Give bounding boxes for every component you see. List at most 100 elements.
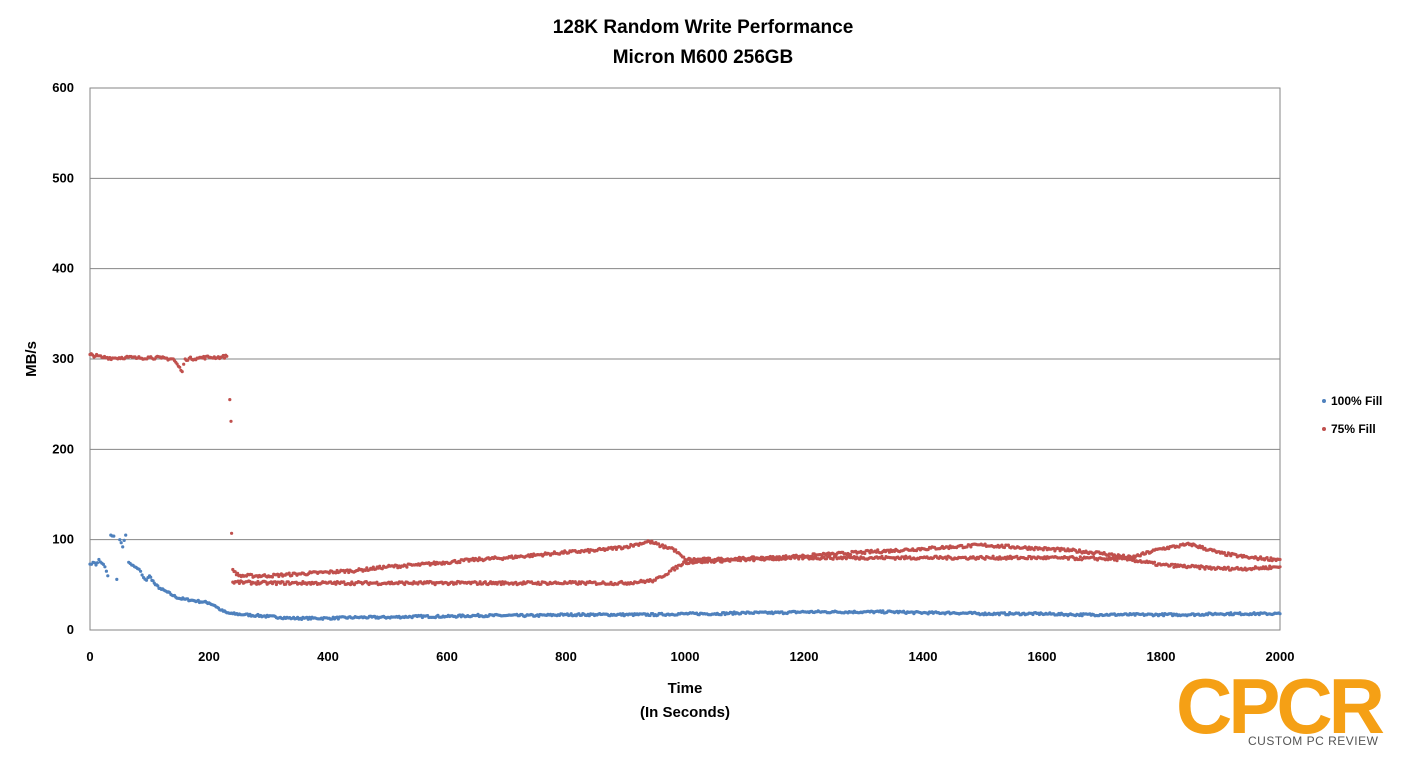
- legend-marker-100-fill: [1322, 399, 1326, 403]
- data-point: [584, 582, 588, 587]
- data-point: [680, 562, 685, 567]
- data-point: [182, 362, 186, 366]
- data-point: [287, 571, 291, 575]
- data-point: [180, 370, 184, 374]
- data-point: [874, 550, 879, 554]
- data-point: [1203, 567, 1207, 571]
- data-point: [248, 579, 252, 584]
- data-point: [104, 569, 108, 573]
- data-point: [365, 566, 369, 570]
- data-point: [118, 538, 122, 542]
- data-point: [1152, 560, 1157, 564]
- data-point: [983, 557, 987, 561]
- data-point: [1058, 549, 1062, 553]
- data-point: [347, 570, 351, 575]
- data-point: [203, 357, 207, 361]
- data-point: [233, 570, 237, 574]
- data-point: [1268, 558, 1272, 563]
- data-point: [121, 545, 125, 549]
- data-point: [868, 551, 872, 555]
- data-point: [1198, 567, 1202, 571]
- data-point: [852, 555, 856, 559]
- data-point: [403, 582, 407, 587]
- data-point: [827, 551, 831, 555]
- data-point: [250, 573, 254, 577]
- x-tick-label: 1400: [909, 649, 938, 664]
- data-point: [230, 531, 234, 535]
- y-tick-label: 500: [52, 170, 74, 185]
- x-tick-label: 1000: [671, 649, 700, 664]
- data-point: [342, 580, 346, 584]
- data-point: [270, 575, 274, 579]
- legend-marker-75-fill: [1322, 427, 1326, 431]
- data-point: [1225, 553, 1229, 558]
- data-point: [1106, 558, 1110, 562]
- data-point: [334, 571, 338, 575]
- data-point: [530, 554, 535, 559]
- data-point: [476, 559, 480, 563]
- data-point: [520, 582, 525, 586]
- x-tick-label: 1600: [1028, 649, 1057, 664]
- data-point: [1196, 564, 1201, 568]
- data-point: [363, 568, 368, 573]
- data-point: [1114, 556, 1118, 560]
- data-point: [106, 574, 110, 578]
- y-tick-label: 100: [52, 532, 74, 547]
- data-point: [281, 580, 285, 584]
- data-point: [427, 561, 431, 565]
- data-point: [149, 575, 153, 579]
- data-point: [236, 571, 240, 575]
- data-point: [97, 557, 101, 562]
- data-point: [876, 548, 880, 552]
- x-tick-label: 0: [86, 649, 93, 664]
- data-point: [499, 582, 503, 587]
- data-point: [947, 546, 951, 551]
- data-point: [202, 354, 206, 359]
- data-point: [887, 550, 892, 554]
- data-point: [1268, 564, 1272, 568]
- data-point: [124, 533, 128, 537]
- data-point: [1077, 557, 1081, 562]
- data-point: [478, 580, 482, 584]
- data-point: [256, 579, 260, 584]
- x-tick-label: 1200: [790, 649, 819, 664]
- data-point: [1171, 562, 1175, 566]
- data-point: [1115, 559, 1119, 563]
- data-point: [1266, 567, 1270, 571]
- data-point: [1002, 545, 1007, 550]
- x-tick-label: 1800: [1147, 649, 1176, 664]
- data-point: [334, 582, 338, 586]
- data-point: [834, 554, 838, 558]
- data-point: [671, 547, 675, 551]
- series-1-points: [88, 352, 1282, 579]
- data-point: [666, 572, 670, 576]
- data-point: [849, 553, 853, 557]
- data-point: [300, 582, 304, 586]
- series-0-points: [88, 533, 1282, 622]
- data-point: [222, 356, 227, 360]
- data-point: [229, 419, 233, 423]
- data-point: [627, 545, 632, 549]
- data-point: [1222, 551, 1226, 555]
- data-point: [1278, 565, 1282, 569]
- data-point: [228, 398, 232, 402]
- data-point: [1078, 555, 1082, 559]
- legend: 100% Fill 75% Fill: [1322, 394, 1382, 436]
- data-point: [225, 354, 229, 358]
- data-point: [178, 365, 182, 369]
- data-point: [682, 555, 686, 559]
- data-point: [586, 547, 590, 552]
- data-point: [255, 582, 259, 586]
- data-point: [112, 534, 116, 538]
- data-point: [483, 580, 487, 584]
- data-point: [348, 583, 353, 587]
- data-point: [375, 580, 379, 584]
- data-point: [657, 542, 661, 546]
- y-tick-label: 200: [52, 441, 74, 456]
- data-point: [673, 568, 677, 572]
- data-point: [94, 563, 98, 567]
- data-point: [498, 580, 502, 584]
- data-point: [660, 543, 665, 547]
- data-point: [539, 582, 543, 586]
